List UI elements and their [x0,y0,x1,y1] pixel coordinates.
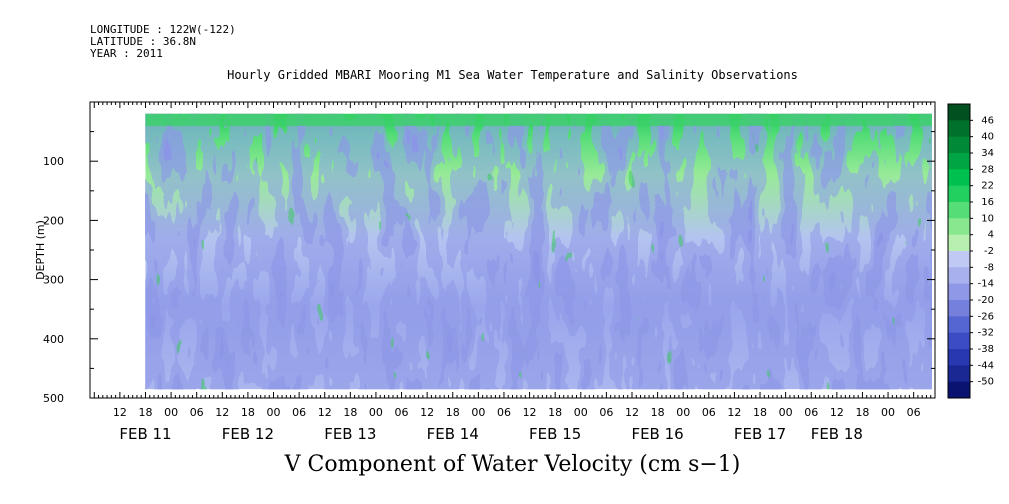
day-label: FEB 15 [529,425,581,443]
x-tick-label: 12 [318,406,332,419]
x-tick-label: 18 [241,406,255,419]
x-tick-label: 12 [215,406,229,419]
day-label: FEB 12 [222,425,274,443]
chart-title: Hourly Gridded MBARI Mooring M1 Sea Wate… [227,68,798,82]
colorbar-label: -26 [978,311,994,322]
colorbar-label: 16 [981,197,994,208]
x-tick-label: 00 [779,406,793,419]
y-tick-label: 200 [43,214,64,227]
longitude-label: LONGITUDE : 122W(-122) [90,23,236,36]
colorbar-swatch [948,332,970,350]
colorbar-swatch [948,365,970,383]
colorbar-swatch [948,202,970,219]
colorbar-swatch [948,267,970,285]
latitude-label: LATITUDE : 36.8N [90,35,196,48]
x-tick-label: 00 [881,406,895,419]
colorbar-label: 46 [981,115,994,126]
x-tick-label: 18 [138,406,152,419]
surface-band [145,113,932,126]
colorbar-swatch [948,218,970,236]
x-tick-label: 12 [113,406,127,419]
colorbar-label: 22 [981,181,994,192]
x-tick-label: 06 [907,406,921,419]
data-patches [145,133,932,390]
colorbar-swatch [948,300,970,317]
y-axis-label: DEPTH (m) [34,220,47,280]
colorbar-swatch [948,136,970,154]
x-tick-label: 00 [574,406,588,419]
colorbar-label: 28 [981,164,994,175]
colorbar-label: 34 [981,148,994,159]
x-tick-label: 18 [446,406,460,419]
x-tick-label: 06 [190,406,204,419]
colorbar-swatch [948,316,970,334]
colorbar-label: -14 [978,279,994,290]
day-label: FEB 11 [119,425,171,443]
colorbar-label: -50 [978,377,994,388]
x-tick-label: 18 [855,406,869,419]
x-tick-label: 18 [753,406,767,419]
colorbar-label: 4 [988,230,994,241]
y-tick-label: 500 [43,392,64,405]
x-tick-label: 18 [548,406,562,419]
x-tick-label: 00 [471,406,485,419]
colorbar-label: 40 [981,132,994,143]
colorbar-label: -2 [984,246,994,257]
x-tick-label: 12 [420,406,434,419]
colorbar-swatch [948,349,970,366]
y-tick-label: 300 [43,274,64,287]
colorbar-swatch [948,153,970,170]
colorbar-swatch [948,185,970,203]
colorbar-swatch [948,234,970,252]
colorbar-swatch [948,381,970,399]
day-label: FEB 16 [631,425,683,443]
x-tick-label: 06 [395,406,409,419]
x-tick-label: 18 [651,406,665,419]
x-tick-label: 06 [292,406,306,419]
colorbar-label: -20 [978,295,994,306]
colorbar-swatch [948,169,970,187]
plot-area: 12 18 00 06 12 18 00 06 12 18 00 06 12 18 00 06 12 18 00 06… [34,101,994,443]
x-tick-label: 06 [599,406,613,419]
day-label: FEB 14 [427,425,479,443]
x-tick-label: 18 [343,406,357,419]
colorbar-label: -32 [978,328,994,339]
x-tick-label: 00 [267,406,281,419]
colorbar-label: -44 [978,360,994,371]
x-tick-label: 00 [164,406,178,419]
year-label: YEAR : 2011 [90,47,163,60]
day-label: FEB 18 [811,425,863,443]
x-tick-label: 12 [727,406,741,419]
x-tick-label: 12 [625,406,639,419]
x-tick-label: 12 [523,406,537,419]
colorbar-swatch [948,251,970,268]
colorbar-label: 10 [981,213,994,224]
colorbar-swatch [948,104,970,121]
colorbar-label: -8 [984,262,994,273]
y-tick-label: 100 [43,155,64,168]
x-tick-label: 06 [804,406,818,419]
y-tick-label: 400 [43,333,64,346]
x-tick-label: 06 [497,406,511,419]
variable-title: V Component of Water Velocity (cm s−1) [284,452,741,477]
colorbar-swatch [948,120,970,138]
day-label: FEB 13 [324,425,376,443]
colorbar-label: -38 [978,344,994,355]
day-label: FEB 17 [734,425,786,443]
colorbar-swatch [948,283,970,301]
x-tick-label: 00 [369,406,383,419]
x-tick-label: 00 [676,406,690,419]
x-tick-label: 06 [702,406,716,419]
x-tick-label: 12 [830,406,844,419]
